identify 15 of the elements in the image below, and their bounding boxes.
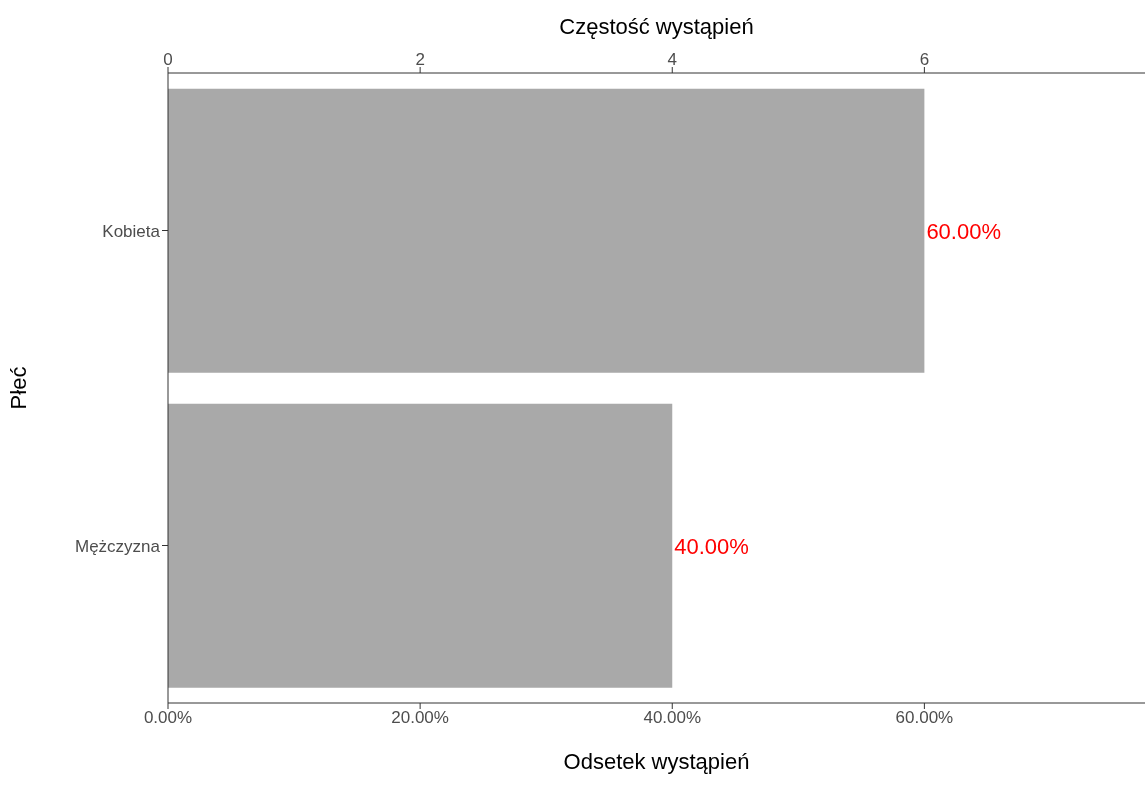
data-label: 60.00%	[926, 218, 1002, 244]
x-tick-label: 20.00%	[391, 708, 449, 728]
x-tick-label: 40.00%	[643, 708, 702, 728]
x-axis-title: Odsetek wystąpień	[563, 749, 750, 774]
x2-tick-label: 6	[919, 50, 930, 69]
x2-tick-label: 0	[163, 50, 173, 69]
x2-tick-label: 4	[667, 50, 677, 69]
data-label: 40.00%	[674, 533, 749, 559]
x2-tick-label: 2	[415, 50, 425, 69]
y-tick-label: Mężczyzna	[74, 536, 161, 556]
y-axis-title: Płeć	[5, 366, 31, 410]
x-tick-label: 60.00%	[895, 708, 954, 728]
y-tick-label: Kobieta	[102, 221, 161, 241]
x-tick-label: 0.00%	[143, 708, 193, 728]
x2-axis-title: Częstość wystąpień	[559, 13, 754, 39]
